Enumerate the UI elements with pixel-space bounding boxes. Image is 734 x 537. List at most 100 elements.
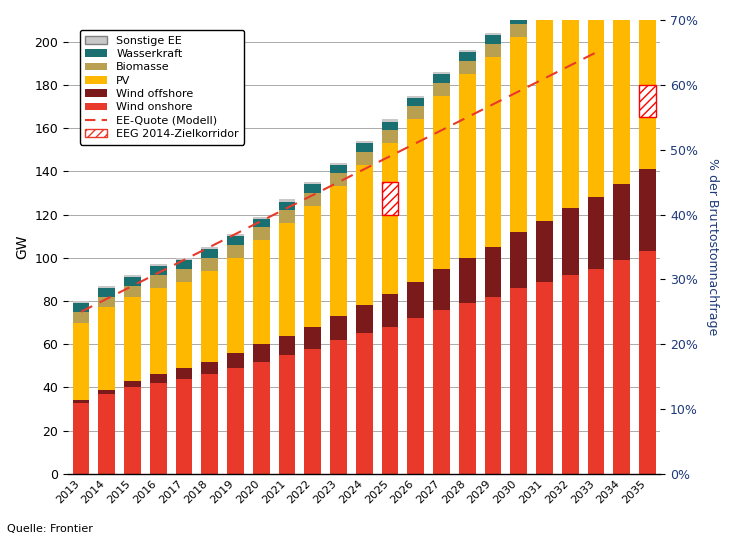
Bar — [253, 219, 269, 228]
Bar — [150, 275, 167, 288]
Bar — [150, 266, 167, 275]
Legend: Sonstige EE, Wasserkraft, Biomasse, PV, Wind offshore, Wind onshore, EE-Quote (M: Sonstige EE, Wasserkraft, Biomasse, PV, … — [79, 30, 244, 144]
Bar — [407, 281, 424, 318]
Bar — [510, 37, 527, 232]
Bar — [537, 20, 553, 221]
Bar — [150, 264, 167, 266]
Bar — [201, 374, 218, 474]
Bar — [73, 323, 90, 401]
Bar — [227, 368, 244, 474]
Bar — [433, 74, 450, 83]
Bar — [98, 394, 115, 474]
Bar — [253, 228, 269, 241]
Bar — [201, 271, 218, 361]
Bar — [510, 24, 527, 37]
Bar — [305, 193, 321, 206]
Bar — [201, 247, 218, 249]
Bar — [279, 336, 295, 355]
Bar — [124, 296, 141, 381]
Bar — [98, 286, 115, 288]
Bar — [433, 72, 450, 74]
Bar — [639, 251, 656, 474]
Bar — [382, 327, 399, 474]
Bar — [407, 119, 424, 281]
Bar — [588, 197, 604, 268]
Bar — [253, 241, 269, 344]
Bar — [305, 327, 321, 349]
Bar — [227, 245, 244, 258]
Bar — [459, 303, 476, 474]
Bar — [484, 44, 501, 57]
Bar — [484, 296, 501, 474]
Bar — [407, 98, 424, 106]
Bar — [175, 260, 192, 268]
Bar — [407, 96, 424, 98]
Bar — [382, 119, 399, 121]
Bar — [98, 390, 115, 394]
Bar — [175, 258, 192, 260]
FancyBboxPatch shape — [382, 182, 399, 214]
Bar — [150, 374, 167, 383]
Bar — [124, 387, 141, 474]
Bar — [382, 121, 399, 130]
Bar — [305, 349, 321, 474]
Bar — [614, 260, 631, 474]
Bar — [227, 353, 244, 368]
Bar — [562, 3, 578, 208]
Bar — [510, 288, 527, 474]
Text: Quelle: Frontier: Quelle: Frontier — [7, 524, 93, 534]
Bar — [73, 312, 90, 323]
Bar — [330, 340, 347, 474]
Bar — [614, 0, 631, 184]
Bar — [330, 165, 347, 173]
Bar — [562, 208, 578, 275]
Bar — [382, 143, 399, 294]
Bar — [407, 318, 424, 474]
Bar — [639, 0, 656, 169]
Bar — [562, 275, 578, 474]
Bar — [459, 53, 476, 61]
Bar — [537, 281, 553, 474]
Bar — [614, 184, 631, 260]
Bar — [279, 355, 295, 474]
Bar — [175, 268, 192, 281]
Bar — [124, 275, 141, 277]
Bar — [227, 258, 244, 353]
Bar — [279, 201, 295, 210]
Bar — [484, 57, 501, 247]
Bar — [98, 288, 115, 296]
Bar — [356, 143, 373, 152]
Bar — [484, 247, 501, 296]
Bar — [150, 288, 167, 374]
Bar — [253, 344, 269, 361]
Bar — [537, 7, 553, 20]
Bar — [98, 296, 115, 308]
Bar — [150, 383, 167, 474]
Bar — [356, 165, 373, 306]
Bar — [639, 169, 656, 251]
Bar — [201, 361, 218, 374]
Bar — [382, 130, 399, 143]
Bar — [201, 249, 218, 258]
Bar — [227, 234, 244, 236]
Bar — [459, 50, 476, 53]
Bar — [433, 268, 450, 310]
Bar — [588, 268, 604, 474]
Bar — [459, 258, 476, 303]
Bar — [175, 368, 192, 379]
Bar — [484, 33, 501, 35]
Bar — [537, 221, 553, 281]
Bar — [330, 163, 347, 165]
Bar — [459, 61, 476, 74]
Bar — [330, 186, 347, 316]
Bar — [279, 223, 295, 336]
Bar — [510, 232, 527, 288]
Bar — [227, 236, 244, 245]
Bar — [175, 281, 192, 368]
Bar — [382, 294, 399, 327]
Bar — [433, 96, 450, 268]
Bar — [73, 303, 90, 312]
Bar — [407, 106, 424, 119]
Bar — [73, 403, 90, 474]
Bar — [305, 206, 321, 327]
